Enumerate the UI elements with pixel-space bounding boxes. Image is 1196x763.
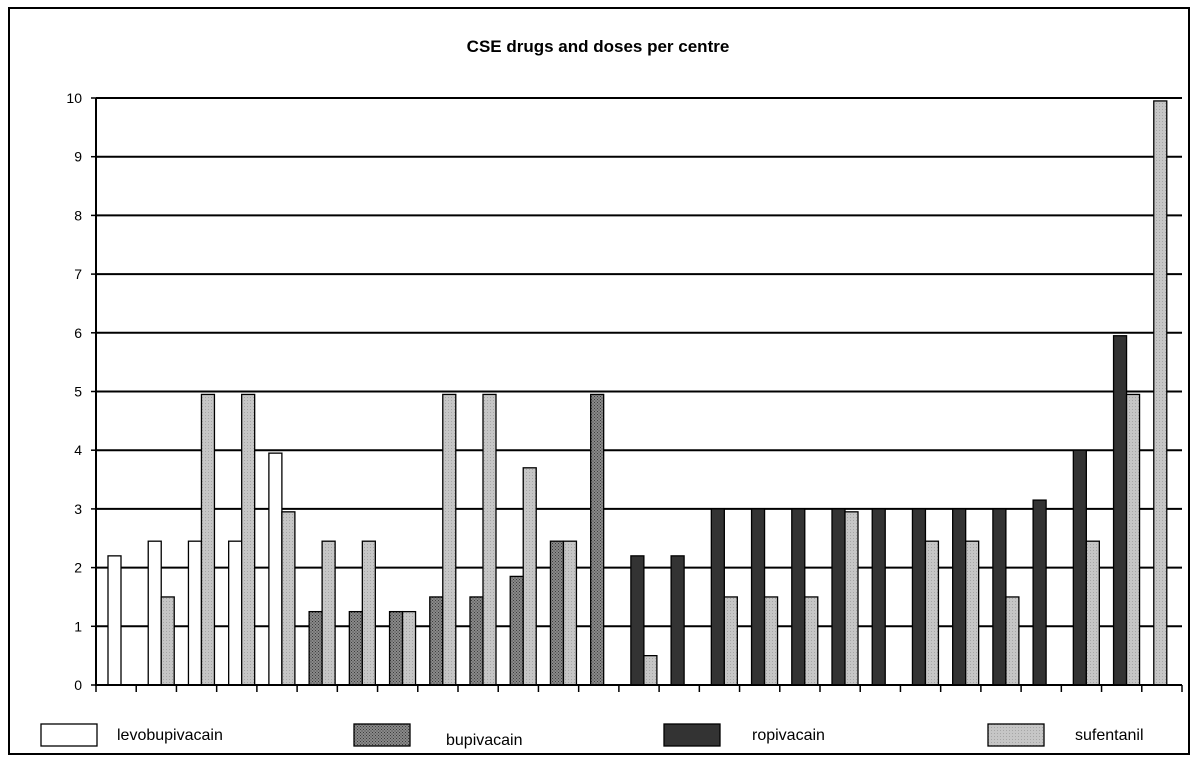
bar-levobupivacain [268,452,283,686]
bar-sufentanil [1085,540,1100,686]
bar-ropivacain [750,508,766,686]
bar-bupivacain [509,575,524,686]
y-tick-label: 3 [74,501,82,517]
y-tick-label: 5 [74,384,82,400]
bar-sufentanil [1125,393,1141,686]
bar-sufentanil [401,610,417,686]
y-tick-label: 8 [74,207,82,223]
bar-ropivacain [952,508,967,686]
bar-sufentanil [321,540,336,686]
bar-sufentanil [361,540,376,686]
legend-swatch-sufentanil [987,723,1045,747]
y-tick-label: 1 [74,618,82,634]
bar-ropivacain [992,508,1007,686]
bar-sufentanil [723,596,738,686]
bar-bupivacain [348,610,363,686]
bar-sufentanil [804,596,819,686]
bar-ropivacain [1032,499,1047,686]
bar-ropivacain [630,555,645,686]
bar-ropivacain [911,508,927,686]
y-tick-label: 2 [74,560,82,576]
legend-label-bupivacain: bupivacain [446,732,523,749]
bar-sufentanil [442,393,457,686]
y-tick-label: 9 [74,149,82,165]
bar-ropivacain [670,555,685,686]
bar-levobupivacain [147,540,162,686]
legend-swatch-levobupivacain [40,723,98,747]
bar-sufentanil [924,540,940,686]
y-tick-label: 4 [74,442,82,458]
bar-ropivacain [1112,335,1128,686]
bar-sufentanil [482,393,497,686]
bar-bupivacain [429,596,444,686]
y-axis-tick-labels: 0 1 2 3 4 5 6 7 8 9 10 [66,90,82,693]
bar-bupivacain [469,596,484,686]
bar-ropivacain [871,508,886,686]
y-tick-label: 0 [74,677,82,693]
legend: levobupivacain bupivacain ropivacain sufent… [40,723,1144,749]
bar-levobupivacain [228,540,243,686]
axes [95,98,1183,692]
bar-bupivacain [388,610,404,686]
y-tick-label: 6 [74,325,82,341]
bar-sufentanil [522,467,537,686]
legend-swatch-bupivacain [353,723,411,747]
bar-sufentanil [763,596,779,686]
bar-sufentanil [200,393,216,686]
legend-swatch-ropivacain [663,723,721,747]
bar-sufentanil [844,511,859,686]
bar-ropivacain [831,508,846,686]
bar-ropivacain [791,508,806,686]
bar-sufentanil [241,393,256,686]
bar-ropivacain [1072,449,1087,686]
bar-sufentanil [160,596,175,686]
bar-sufentanil [965,540,980,686]
bar-levobupivacain [107,555,122,686]
bar-bupivacain [308,610,323,686]
bar-sufentanil [643,655,658,686]
legend-label-ropivacain: ropivacain [752,727,825,744]
bar-bupivacain [590,393,605,686]
bar-levobupivacain [187,540,203,686]
y-tick-label: 10 [66,90,82,106]
bar-sufentanil [1153,100,1168,686]
chart-title: CSE drugs and doses per centre [467,37,730,56]
bar-bupivacain [549,540,565,686]
bar-sufentanil [281,511,296,686]
bars [107,100,1168,686]
legend-label-levobupivacain: levobupivacain [117,727,223,744]
legend-label-sufentanil: sufentanil [1075,727,1144,744]
y-tick-label: 7 [74,266,82,282]
bar-sufentanil [562,540,578,686]
bar-sufentanil [1005,596,1020,686]
bar-ropivacain [710,508,725,686]
